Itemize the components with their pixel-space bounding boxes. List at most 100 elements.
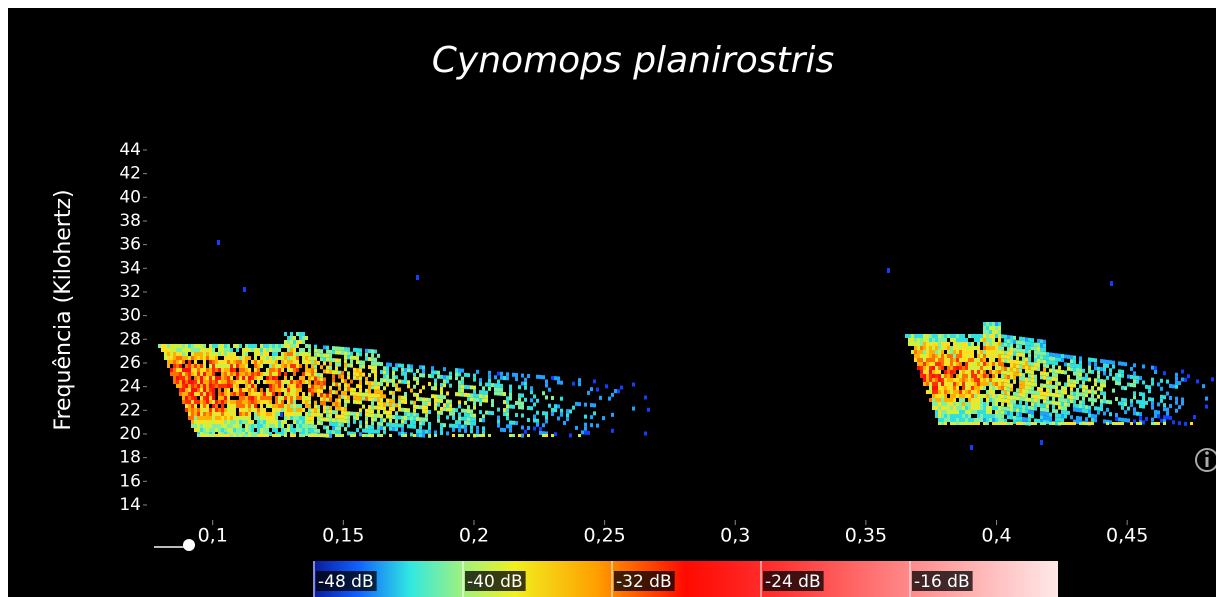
spectrogram-pixel	[371, 429, 374, 433]
spectrogram-pixel	[254, 396, 257, 400]
spectrogram-pixel	[938, 390, 941, 394]
spectrogram-pixel	[1019, 341, 1022, 345]
spectrogram-pixel	[338, 375, 341, 379]
spectrogram-pixel	[965, 338, 968, 342]
spectrogram-pixel	[230, 416, 233, 420]
spectrogram-pixel	[452, 412, 455, 416]
spectrogram-pixel	[992, 398, 995, 402]
spectrogram-pixel	[938, 358, 941, 362]
spectrogram-pixel	[224, 420, 227, 424]
spectrogram-pixel	[1007, 355, 1010, 359]
spectrogram-pixel	[1019, 377, 1022, 381]
spectrogram-pixel	[932, 406, 935, 410]
spectrogram-pixel	[1034, 391, 1037, 395]
spectrogram-pixel	[1070, 355, 1073, 359]
spectrogram-pixel	[263, 420, 266, 424]
spectrogram-pixel	[374, 414, 377, 418]
spectrogram-pixel	[941, 374, 944, 378]
spectrogram-pixel	[1082, 381, 1085, 385]
spectrogram-pixel	[422, 429, 425, 433]
spectrogram-pixel	[986, 418, 989, 422]
spectrogram-pixel	[473, 414, 476, 418]
spectrogram-pixel	[290, 352, 293, 356]
spectrogram-pixel	[1097, 407, 1100, 411]
spectrogram-pixel	[935, 346, 938, 350]
spectrogram-pixel	[1151, 418, 1154, 422]
spectrogram-pixel	[971, 398, 974, 402]
spectrogram-pixel	[1019, 422, 1022, 425]
spectrogram-pixel	[365, 353, 368, 357]
spectrogram-pixel	[452, 416, 455, 420]
spectrogram-pixel	[254, 368, 257, 372]
spectrogram-pixel	[509, 421, 512, 425]
spectrogram-pixel	[482, 394, 485, 398]
spectrogram-pixel	[227, 428, 230, 432]
spectrogram-pixel	[497, 416, 500, 420]
spectrogram-pixel	[947, 346, 950, 350]
spectrogram-pixel	[455, 376, 458, 380]
chart-title: Cynomops planirostris	[432, 40, 834, 81]
spectrogram-pixel	[1118, 377, 1121, 381]
spectrogram-pixel	[935, 410, 938, 414]
spectrogram-pixel	[209, 352, 212, 356]
spectrogram-pixel	[227, 404, 230, 408]
spectrogram-pixel	[968, 398, 971, 402]
spectrogram-pixel	[977, 362, 980, 366]
spectrogram-pixel	[968, 410, 971, 414]
spectrogram-pixel	[245, 356, 248, 360]
spectrogram-pixel	[332, 358, 335, 362]
spectrogram-pixel	[221, 376, 224, 380]
spectrogram-pixel	[1043, 392, 1046, 396]
spectrogram-pixel	[1079, 356, 1082, 360]
spectrogram-pixel	[311, 428, 314, 432]
spectrogram-pixel	[560, 413, 563, 417]
spectrogram-pixel	[314, 434, 317, 437]
spectrogram-pixel	[965, 394, 968, 398]
spectrogram-pixel	[344, 351, 347, 355]
y-tick-label: 38	[119, 211, 141, 231]
spectrogram-pixel	[1157, 382, 1160, 386]
spectrogram-pixel	[308, 424, 311, 428]
spectrogram-pixel	[284, 356, 287, 360]
spectrogram-pixel	[1073, 396, 1076, 400]
spectrogram-pixel	[1073, 392, 1076, 396]
spectrogram-pixel	[299, 376, 302, 380]
spectrogram-pixel	[293, 372, 296, 376]
spectrogram-pixel	[236, 434, 239, 437]
spectrogram-pixel	[506, 416, 509, 420]
spectrogram-pixel	[251, 344, 254, 348]
spectrogram-pixel	[1088, 406, 1091, 410]
spectrogram-pixel	[1004, 355, 1007, 359]
spectrogram-pixel	[1139, 422, 1142, 425]
spectrogram-pixel	[461, 385, 464, 389]
spectrogram-pixel	[1094, 378, 1097, 382]
spectrogram-pixel	[245, 372, 248, 376]
spectrogram-pixel	[1010, 422, 1013, 425]
spectrogram-pixel	[416, 433, 419, 437]
spectrogram-pixel	[314, 429, 317, 433]
spectrogram-pixel	[554, 432, 557, 436]
spectrogram-pixel	[1019, 373, 1022, 377]
spectrogram-pixel	[1046, 356, 1049, 360]
spectrogram-pixel	[347, 395, 350, 399]
spectrogram-pixel	[488, 371, 491, 375]
spectrogram-pixel	[572, 406, 575, 410]
slider-thumb[interactable]	[183, 539, 195, 551]
spectrogram-pixel	[233, 384, 236, 388]
spectrogram-pixel	[251, 380, 254, 384]
spectrogram-pixel	[1052, 409, 1055, 413]
spectrogram-pixel	[917, 338, 920, 342]
spectrogram-pixel	[302, 416, 305, 420]
spectrogram-pixel	[1100, 367, 1103, 371]
spectrogram-pixel	[284, 360, 287, 364]
spectrogram-pixel	[947, 358, 950, 362]
spectrogram-pixel	[1010, 360, 1013, 364]
spectrogram-pixel	[1103, 371, 1106, 375]
spectrogram-pixel	[914, 346, 917, 350]
spectrogram-pixel	[929, 362, 932, 366]
spectrogram-pixel	[290, 384, 293, 388]
spectrogram-pixel	[269, 424, 272, 428]
spectrogram-pixel	[446, 379, 449, 383]
spectrogram-pixel	[1070, 383, 1073, 387]
spectrogram-pixel	[194, 400, 197, 404]
